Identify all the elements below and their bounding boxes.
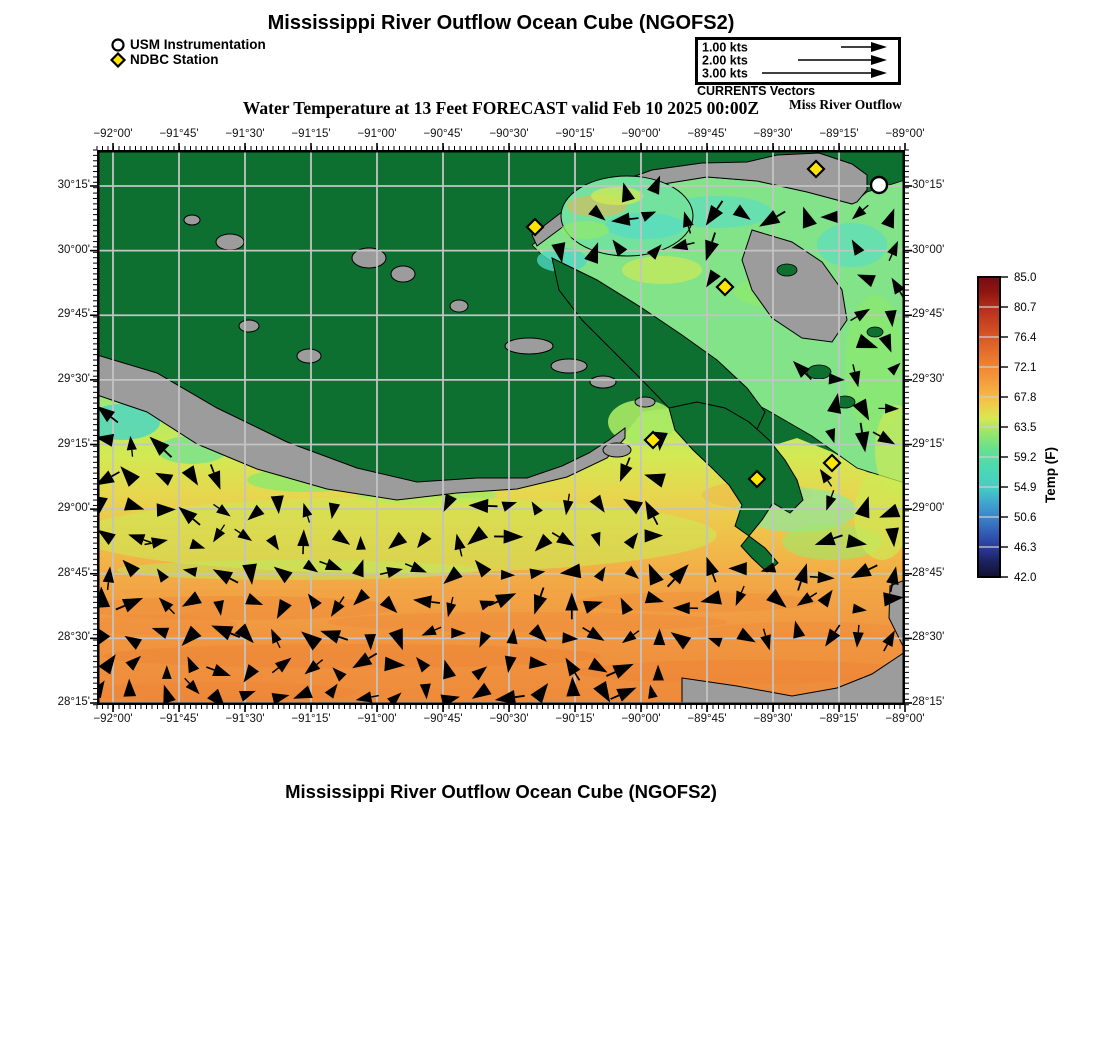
y-axis-label-right: 29°00'	[912, 502, 945, 515]
y-axis-label-left: 28°15'	[57, 696, 90, 708]
currents-vectors-caption: CURRENTS Vectors	[697, 84, 816, 98]
colorbar-tick-label: 63.5	[1014, 422, 1036, 434]
ndbc-station-marker	[806, 159, 826, 179]
x-axis-label-top: −90°00'	[621, 128, 661, 140]
x-axis-label-bottom: −92°00'	[93, 713, 133, 725]
x-axis-label-bottom: −89°30'	[753, 713, 793, 725]
colorbar-title: Temp (F)	[1043, 447, 1058, 503]
colorbar-tick-label: 80.7	[1014, 302, 1036, 314]
y-axis-label-right: 28°45'	[912, 566, 945, 579]
x-axis-label-top: −90°15'	[555, 128, 595, 140]
colorbar-tick-label: 76.4	[1014, 332, 1037, 344]
x-axis-label-bottom: −89°45'	[687, 713, 727, 725]
map-legend: USM Instrumentation NDBC Station	[110, 37, 266, 68]
x-axis-label-bottom: −91°45'	[159, 713, 199, 725]
x-axis-label-top: −90°30'	[489, 128, 529, 140]
temperature-colorbar: 85.0 80.7 76.4 72.1 67.8 63.5 59.2 54.9 50.6 46.3…	[977, 272, 1058, 584]
ndbc-station-marker	[822, 453, 842, 473]
usm-instrumentation-marker	[869, 175, 889, 195]
ndbc-diamond-marker-icon	[110, 51, 127, 68]
colorbar-tick-label: 85.0	[1014, 272, 1036, 284]
ndbc-station-marker	[747, 469, 767, 489]
y-axis-label-right: 30°00'	[912, 243, 945, 256]
vector-scale-label: 3.00 kts	[702, 67, 748, 81]
x-axis-label-top: −90°45'	[423, 128, 463, 140]
x-axis-label-top: −91°45'	[159, 128, 199, 140]
ndbc-station-marker	[525, 217, 545, 237]
x-axis-label-bottom: −91°15'	[291, 713, 331, 725]
legend-label-ndbc: NDBC Station	[130, 52, 219, 67]
x-axis-label-bottom: −90°45'	[423, 713, 463, 725]
legend-item-usm: USM Instrumentation	[110, 37, 266, 52]
page-title: Mississippi River Outflow Ocean Cube (NG…	[267, 12, 735, 34]
x-axis-label-bottom: −90°00'	[621, 713, 661, 725]
footer-title: Mississippi River Outflow Ocean Cube (NG…	[285, 781, 717, 802]
forecast-map	[97, 150, 905, 705]
usm-circle-marker-icon	[111, 37, 125, 52]
y-axis-label-right: 29°45'	[912, 308, 945, 321]
y-axis-label-left: 28°45'	[57, 566, 90, 579]
y-axis-label-left: 29°30'	[57, 372, 90, 385]
legend-item-ndbc: NDBC Station	[110, 51, 266, 68]
x-axis-label-bottom: −91°30'	[225, 713, 265, 725]
y-axis-label-right: 30°15'	[912, 179, 945, 191]
y-axis-label-left: 30°00'	[57, 243, 90, 256]
x-axis-label-top: −91°15'	[291, 128, 331, 140]
y-axis-label-right: 28°15'	[912, 696, 945, 708]
y-axis-label-left: 29°00'	[57, 502, 90, 515]
forecast-subtitle: Water Temperature at 13 Feet FORECAST va…	[242, 98, 760, 118]
y-axis-label-left: 30°15'	[57, 179, 90, 191]
vector-scale-label: 1.00 kts	[702, 41, 748, 55]
vector-scale-label: 2.00 kts	[702, 54, 748, 68]
colorbar-tick-label: 46.3	[1014, 542, 1036, 554]
x-axis-label-top: −89°30'	[753, 128, 793, 140]
y-axis-label-left: 29°45'	[57, 308, 90, 321]
x-axis-label-bottom: −89°15'	[819, 713, 859, 725]
ndbc-station-marker	[643, 430, 663, 450]
colorbar-tick-label: 72.1	[1014, 362, 1036, 374]
colorbar-tick-label: 67.8	[1014, 392, 1036, 404]
x-axis-label-bottom: −90°15'	[555, 713, 595, 725]
x-axis-label-top: −89°00'	[885, 128, 925, 140]
x-axis-label-top: −89°15'	[819, 128, 859, 140]
y-axis-label-left: 29°15'	[57, 437, 90, 450]
colorbar-tick-label: 50.6	[1014, 512, 1036, 524]
colorbar-tick-label: 42.0	[1014, 572, 1036, 584]
legend-label-usm: USM Instrumentation	[130, 37, 266, 52]
current-vector-arrows	[97, 175, 905, 705]
x-axis-label-top: −91°30'	[225, 128, 265, 140]
x-axis-label-bottom: −91°00'	[357, 713, 397, 725]
y-axis-label-right: 29°15'	[912, 437, 945, 450]
x-axis-label-top: −91°00'	[357, 128, 397, 140]
x-axis-label-bottom: −89°00'	[885, 713, 925, 725]
colorbar-tick-label: 59.2	[1014, 452, 1036, 464]
colorbar-tick-label: 54.9	[1014, 482, 1036, 494]
x-axis-label-bottom: −90°30'	[489, 713, 529, 725]
y-axis-label-right: 29°30'	[912, 372, 945, 385]
y-axis-label-left: 28°30'	[57, 631, 90, 644]
x-axis-label-top: −89°45'	[687, 128, 727, 140]
x-axis-label-top: −92°00'	[93, 128, 133, 140]
ndbc-station-marker	[715, 277, 735, 297]
outflow-label: Miss River Outflow	[789, 97, 902, 112]
y-axis-label-right: 28°30'	[912, 631, 945, 644]
